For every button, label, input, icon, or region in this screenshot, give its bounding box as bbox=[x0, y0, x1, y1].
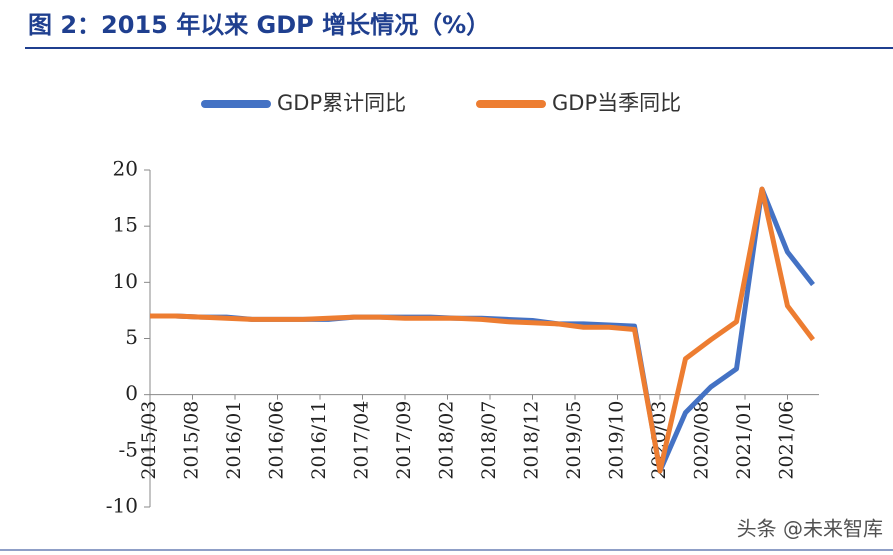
y-tick-label: -10 bbox=[106, 494, 138, 518]
x-tick-label: 2021/01 bbox=[733, 401, 755, 480]
y-tick-label: 20 bbox=[113, 157, 138, 181]
y-tick-label: -5 bbox=[119, 437, 138, 461]
x-tick-label: 2017/04 bbox=[351, 401, 373, 480]
x-tick-label: 2015/03 bbox=[138, 401, 160, 480]
y-tick-label: 0 bbox=[125, 381, 138, 405]
x-tick-label: 2021/06 bbox=[776, 401, 798, 480]
chart-title: 图 2：2015 年以来 GDP 增长情况（%） bbox=[28, 11, 490, 39]
x-tick-label: 2019/05 bbox=[563, 401, 585, 480]
series-line bbox=[150, 186, 815, 474]
x-tick-label: 2018/02 bbox=[436, 401, 458, 480]
x-tick-label: 2018/12 bbox=[521, 401, 543, 480]
y-tick-label: 10 bbox=[113, 269, 138, 293]
x-tick-label: 2019/10 bbox=[606, 401, 628, 480]
legend-label: GDP累计同比 bbox=[277, 91, 406, 115]
x-tick-label: 2016/06 bbox=[266, 401, 288, 480]
x-tick-label: 2017/09 bbox=[393, 401, 415, 480]
x-tick-label: 2016/01 bbox=[223, 401, 245, 480]
watermark: 头条 @未来智库 bbox=[737, 517, 883, 541]
y-tick-label: 15 bbox=[113, 213, 138, 237]
x-tick-label: 2018/07 bbox=[478, 401, 500, 480]
x-tick-label: 2020/08 bbox=[691, 401, 713, 480]
x-tick-label: 2016/11 bbox=[308, 401, 330, 480]
x-tick-label: 2015/08 bbox=[181, 401, 203, 480]
y-tick-label: 5 bbox=[125, 325, 138, 349]
legend-label: GDP当季同比 bbox=[552, 91, 681, 115]
